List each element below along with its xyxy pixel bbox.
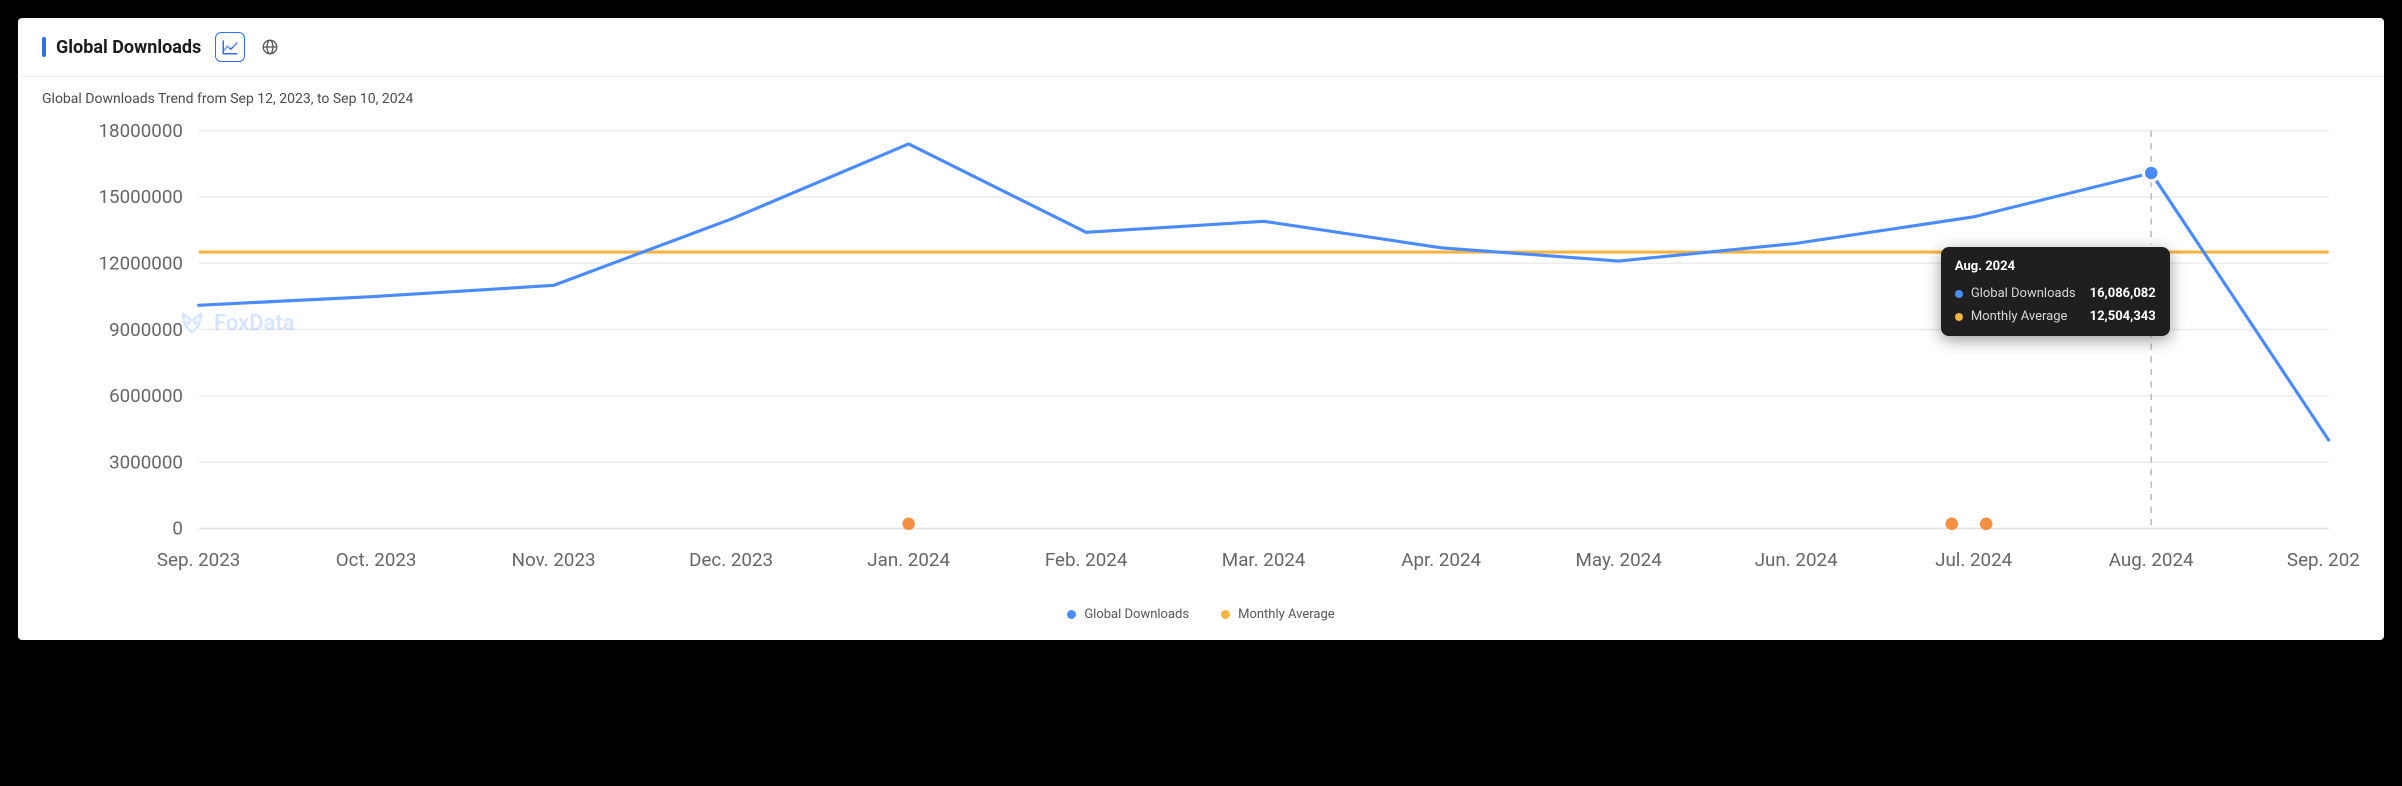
svg-text:Jan. 2024: Jan. 2024 <box>867 549 950 571</box>
svg-text:Aug. 2024: Aug. 2024 <box>2109 549 2194 571</box>
chart-tooltip: Aug. 2024 Global Downloads 16,086,082 Mo… <box>1941 247 2170 336</box>
svg-text:0: 0 <box>172 518 183 540</box>
tooltip-title: Aug. 2024 <box>1955 259 2156 274</box>
chart-svg: 0 3000000 6000000 9000000 12000000 15000000 18… <box>42 115 2360 585</box>
svg-text:6000000: 6000000 <box>109 385 183 407</box>
svg-text:Mar. 2024: Mar. 2024 <box>1222 549 1306 571</box>
svg-text:Feb. 2024: Feb. 2024 <box>1045 549 1128 571</box>
chart-plot-area[interactable]: 0 3000000 6000000 9000000 12000000 15000000 18… <box>18 107 2384 607</box>
chart-card: Global Downloads Global Downloads Trend … <box>18 18 2384 640</box>
svg-text:Sep. 2024: Sep. 2024 <box>2287 549 2360 571</box>
svg-text:3000000: 3000000 <box>109 451 183 473</box>
tooltip-row-label: Global Downloads <box>1971 286 2076 301</box>
tooltip-row-value: 12,504,343 <box>2090 309 2156 324</box>
tooltip-row: Global Downloads 16,086,082 <box>1955 282 2156 305</box>
svg-text:Apr. 2024: Apr. 2024 <box>1401 549 1481 571</box>
svg-text:18000000: 18000000 <box>99 120 183 142</box>
line-chart-toggle[interactable] <box>215 32 245 62</box>
svg-text:Dec. 2023: Dec. 2023 <box>689 549 773 571</box>
svg-text:15000000: 15000000 <box>99 186 183 208</box>
tooltip-row-value: 16,086,082 <box>2090 286 2156 301</box>
line-chart-icon <box>221 38 239 56</box>
svg-text:May. 2024: May. 2024 <box>1576 549 1663 571</box>
tooltip-row: Monthly Average 12,504,343 <box>1955 305 2156 328</box>
chart-header: Global Downloads <box>18 18 2384 77</box>
svg-text:Jun. 2024: Jun. 2024 <box>1755 549 1838 571</box>
svg-text:Oct. 2023: Oct. 2023 <box>336 549 417 571</box>
legend-label: Monthly Average <box>1238 607 1335 622</box>
tooltip-dot-icon <box>1955 290 1963 298</box>
title-wrap: Global Downloads <box>42 37 201 58</box>
tooltip-row-label: Monthly Average <box>1971 309 2068 324</box>
svg-text:Nov. 2023: Nov. 2023 <box>512 549 596 571</box>
chart-subtitle: Global Downloads Trend from Sep 12, 2023… <box>18 77 2384 107</box>
legend-item-avg[interactable]: Monthly Average <box>1221 607 1335 622</box>
chart-legend: Global Downloads Monthly Average <box>18 607 2384 640</box>
globe-toggle[interactable] <box>255 32 285 62</box>
svg-text:Jul. 2024: Jul. 2024 <box>1935 549 2013 571</box>
svg-text:12000000: 12000000 <box>99 253 183 275</box>
legend-label: Global Downloads <box>1084 607 1189 622</box>
legend-dot-icon <box>1221 610 1230 619</box>
legend-dot-icon <box>1067 610 1076 619</box>
legend-item-downloads[interactable]: Global Downloads <box>1067 607 1189 622</box>
view-toggle-group <box>215 32 285 62</box>
svg-text:9000000: 9000000 <box>109 319 183 341</box>
tooltip-dot-icon <box>1955 313 1963 321</box>
svg-text:Sep. 2023: Sep. 2023 <box>157 549 241 571</box>
title-accent <box>42 37 46 57</box>
globe-icon <box>261 38 279 56</box>
chart-title: Global Downloads <box>56 37 201 58</box>
